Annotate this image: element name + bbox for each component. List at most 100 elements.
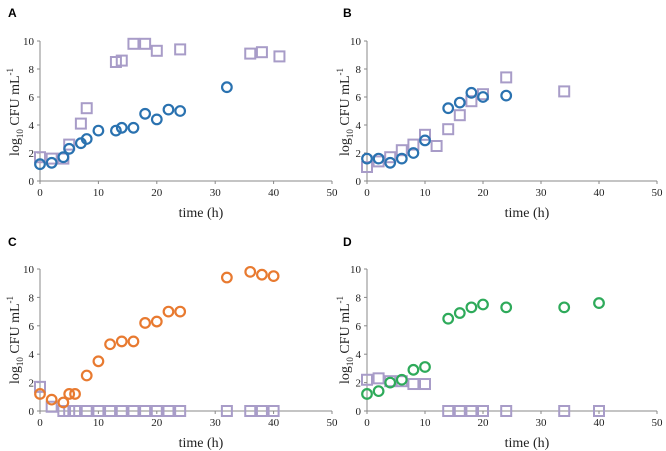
x-tick-label: 50 [327,187,339,199]
x-axis-label: time (h) [179,206,224,221]
data-point-square [174,43,187,56]
data-point-circle [162,103,175,116]
data-point-square [80,405,93,417]
y-tick-label: 8 [29,64,35,76]
data-point-square [150,44,163,57]
y-axis-label: log10 CFU mL-1 [5,296,25,384]
data-point-circle [361,388,373,400]
data-point-circle [57,151,70,164]
data-point-circle [244,265,257,278]
x-tick-label: 50 [327,417,339,429]
data-point-circle [361,152,373,165]
data-point-circle [92,124,105,137]
y-tick-label: 6 [29,321,35,333]
data-point-circle [372,152,385,165]
data-point-circle [150,315,163,328]
data-point-square [104,405,117,417]
data-point-circle [500,301,513,314]
data-point-circle [442,312,455,325]
x-tick-label: 10 [93,187,105,199]
x-tick-label: 0 [37,187,43,199]
x-tick-label: 10 [420,417,432,429]
y-tick-label: 0 [356,406,362,418]
x-tick-label: 40 [268,187,280,199]
data-point-square [220,405,233,417]
data-point-circle [384,376,397,389]
y-tick-label: 6 [356,92,362,104]
x-tick-label: 30 [536,417,548,429]
data-point-square [34,380,46,393]
data-point-square [80,102,93,115]
data-point-square [465,95,478,108]
data-point-square [558,85,571,98]
data-point-square [139,405,152,417]
data-point-circle [104,338,116,351]
y-tick-label: 8 [356,64,362,76]
data-point-square [477,405,489,417]
y-axis-label: log10 CFU mL-1 [335,68,355,156]
x-tick-label: 40 [594,417,606,429]
data-point-circle [139,317,152,329]
data-point-circle [139,107,152,120]
data-point-circle [477,91,489,103]
data-point-circle [115,121,128,134]
y-tick-label: 0 [29,406,35,418]
data-point-square [45,400,58,413]
data-point-square [244,47,257,60]
data-point-square [442,405,455,417]
x-tick-label: 40 [594,187,606,199]
panel-label: C [8,235,17,249]
y-tick-label: 4 [356,120,362,132]
data-point-circle [45,393,58,406]
x-tick-label: 30 [210,187,222,199]
data-point-square [34,151,46,164]
data-point-square [115,405,128,417]
data-point-circle [110,124,122,137]
y-axis-label: log10 CFU mL-1 [5,68,25,156]
data-point-square [273,50,286,63]
data-point-square [45,152,58,165]
data-point-circle [465,301,478,314]
x-axis-label: time (h) [179,436,224,451]
data-point-square [500,405,513,417]
data-point-circle [407,147,420,159]
data-point-square [361,373,373,386]
data-point-circle [419,361,431,373]
data-point-square [139,37,152,50]
y-tick-label: 0 [356,176,362,188]
x-tick-label: 20 [478,187,490,199]
data-point-square [162,405,175,417]
data-point-square [255,405,268,417]
data-point-circle [477,298,489,311]
x-tick-label: 50 [652,417,664,429]
data-point-square [63,138,76,151]
y-tick-label: 4 [29,349,35,361]
data-point-circle [419,134,431,147]
x-tick-label: 10 [420,187,432,199]
data-point-circle [174,305,187,318]
y-tick-label: 2 [356,378,362,390]
data-point-square [74,117,87,130]
data-point-circle [34,388,46,400]
x-tick-label: 0 [364,417,370,429]
y-tick-label: 4 [356,349,362,361]
panel-a: A 0 2 4 6 8 10 0 10 20 30 40 50 time (h) log10 CFU mL-… [5,6,338,221]
y-tick-label: 0 [29,176,35,188]
y-tick-label: 2 [29,378,35,390]
x-tick-label: 40 [268,417,280,429]
data-point-square [430,140,443,152]
data-point-square [384,151,397,164]
data-point-circle [69,388,81,400]
panel-label: B [343,6,352,20]
data-point-square [453,109,466,122]
data-point-square [92,405,105,417]
data-point-circle [92,355,105,368]
data-point-square [115,54,128,67]
data-point-square [558,405,571,417]
data-point-circle [63,142,76,155]
panel-label: A [8,6,17,20]
y-tick-label: 10 [350,264,362,276]
y-tick-label: 4 [29,120,35,132]
panel-c: C 0 2 4 6 8 10 0 10 20 30 40 50 time (h) log10 CFU mL-… [5,235,338,451]
data-point-square [395,144,408,157]
